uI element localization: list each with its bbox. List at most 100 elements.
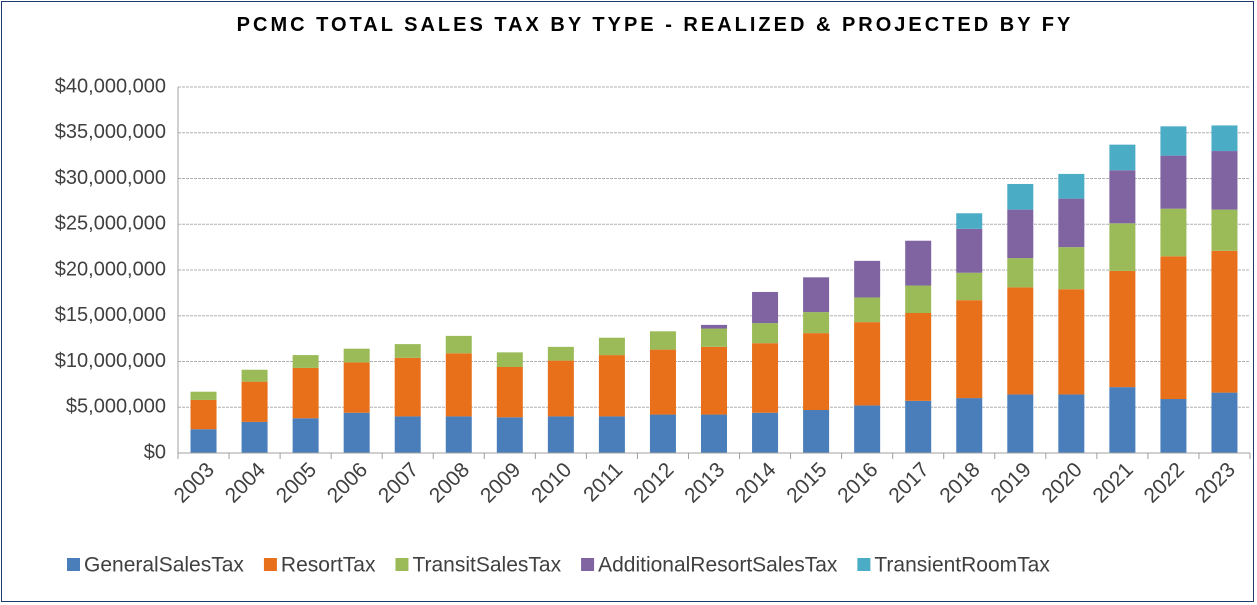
bar-segment	[1058, 394, 1085, 453]
bar-segment	[854, 322, 881, 406]
bar-segment	[956, 300, 983, 399]
x-tick-label: 2021	[1089, 458, 1138, 507]
bar-segment	[752, 343, 779, 413]
bar-segment	[649, 349, 676, 415]
x-tick-label: 2009	[476, 458, 525, 507]
legend-swatch	[395, 558, 409, 571]
bar-segment	[854, 405, 881, 453]
bar-segment	[241, 421, 268, 453]
bar-segment	[1007, 183, 1034, 210]
bar-segment	[190, 399, 217, 430]
bar-segment	[1160, 399, 1187, 453]
bar-segment	[1160, 126, 1187, 156]
x-tick-label: 2010	[527, 458, 576, 507]
x-tick-label: 2008	[425, 458, 474, 507]
bar-segment	[496, 417, 523, 453]
bar-segment	[343, 362, 370, 413]
bar-segment	[854, 260, 881, 298]
bar-segment	[1109, 270, 1136, 388]
bar-segment	[905, 313, 932, 401]
y-tick-label: $35,000,000	[55, 121, 166, 143]
bar-segment	[1160, 155, 1187, 209]
y-tick-label: $15,000,000	[55, 304, 166, 326]
bar-segment	[496, 366, 523, 418]
x-tick-label: 2011	[579, 458, 627, 506]
bar-segment	[752, 323, 779, 344]
legend-swatch	[263, 558, 277, 571]
x-tick-label: 2005	[272, 458, 321, 507]
x-tick-label: 2014	[731, 458, 781, 508]
bar-segment	[1109, 387, 1136, 453]
y-tick-label: $40,000,000	[55, 75, 166, 97]
bar-segment	[292, 355, 319, 368]
bar-segment	[394, 357, 421, 417]
bar-segment	[445, 416, 472, 453]
y-tick-label: $0	[144, 441, 166, 463]
legend-label: ResortTax	[281, 554, 376, 577]
bar-segment	[1007, 394, 1034, 453]
legend-swatch	[857, 558, 871, 571]
bar-segment	[1007, 258, 1034, 288]
bar-segment	[1211, 209, 1238, 251]
bar-segment	[701, 414, 727, 453]
bar-segment	[190, 391, 217, 400]
bar-segment	[190, 429, 217, 453]
bar-segment	[1211, 392, 1238, 453]
bar-segment	[803, 409, 830, 453]
bar-segment	[343, 412, 370, 453]
bar-segment	[598, 337, 625, 356]
bar-segment	[1058, 247, 1085, 290]
bar-segment	[956, 213, 983, 229]
bar-segment	[1109, 223, 1136, 271]
bar-segment	[1211, 151, 1238, 210]
bar-segment	[1109, 170, 1136, 224]
x-tick-label: 2022	[1140, 458, 1189, 507]
bar-segment	[394, 344, 421, 358]
bar-segment	[803, 312, 830, 334]
bar-segment	[1160, 208, 1187, 257]
x-tick-label: 2012	[629, 458, 678, 507]
x-tick-label: 2004	[221, 458, 271, 508]
bar-segment	[956, 398, 983, 453]
x-tick-label: 2013	[680, 458, 729, 507]
bar-segment	[905, 240, 932, 286]
x-tick-label: 2007	[374, 458, 423, 507]
y-tick-label: $30,000,000	[55, 167, 166, 189]
bar-segment	[752, 412, 779, 453]
bar-segment	[394, 416, 421, 453]
bar-segment	[1109, 144, 1136, 171]
bar-segment	[701, 328, 727, 347]
x-tick-label: 2019	[986, 458, 1035, 507]
x-tick-label: 2006	[323, 458, 372, 507]
bar-segment	[956, 272, 983, 301]
bar-segment	[1211, 125, 1238, 152]
bar-segment	[1007, 209, 1034, 259]
legend-label: AdditionalResortSalesTax	[598, 554, 838, 577]
bar-segment	[547, 346, 574, 361]
bar-segment	[292, 418, 319, 453]
bar-segment	[547, 360, 574, 417]
bar-segment	[649, 331, 676, 350]
bar-segment	[1211, 250, 1238, 393]
x-tick-label: 2017	[884, 458, 933, 507]
bar-segment	[803, 277, 830, 313]
x-tick-label: 2016	[833, 458, 882, 507]
y-tick-label: $25,000,000	[55, 213, 166, 235]
bar-segment	[292, 367, 319, 419]
bar-segment	[445, 335, 472, 354]
bar-segment	[496, 352, 523, 367]
x-tick-label: 2015	[782, 458, 831, 507]
chart-title: PCMC TOTAL SALES TAX BY TYPE - REALIZED …	[236, 14, 1074, 36]
bar-segment	[649, 414, 676, 453]
bar-segment	[854, 297, 881, 323]
legend-label: TransitSalesTax	[412, 554, 561, 577]
y-tick-label: $5,000,000	[66, 396, 166, 418]
bar-segment	[598, 355, 625, 417]
bar-segment	[752, 291, 779, 324]
bar-segment	[343, 348, 370, 363]
bar-segment	[803, 333, 830, 410]
bar-segment	[1058, 198, 1085, 248]
bar-segment	[547, 416, 574, 453]
